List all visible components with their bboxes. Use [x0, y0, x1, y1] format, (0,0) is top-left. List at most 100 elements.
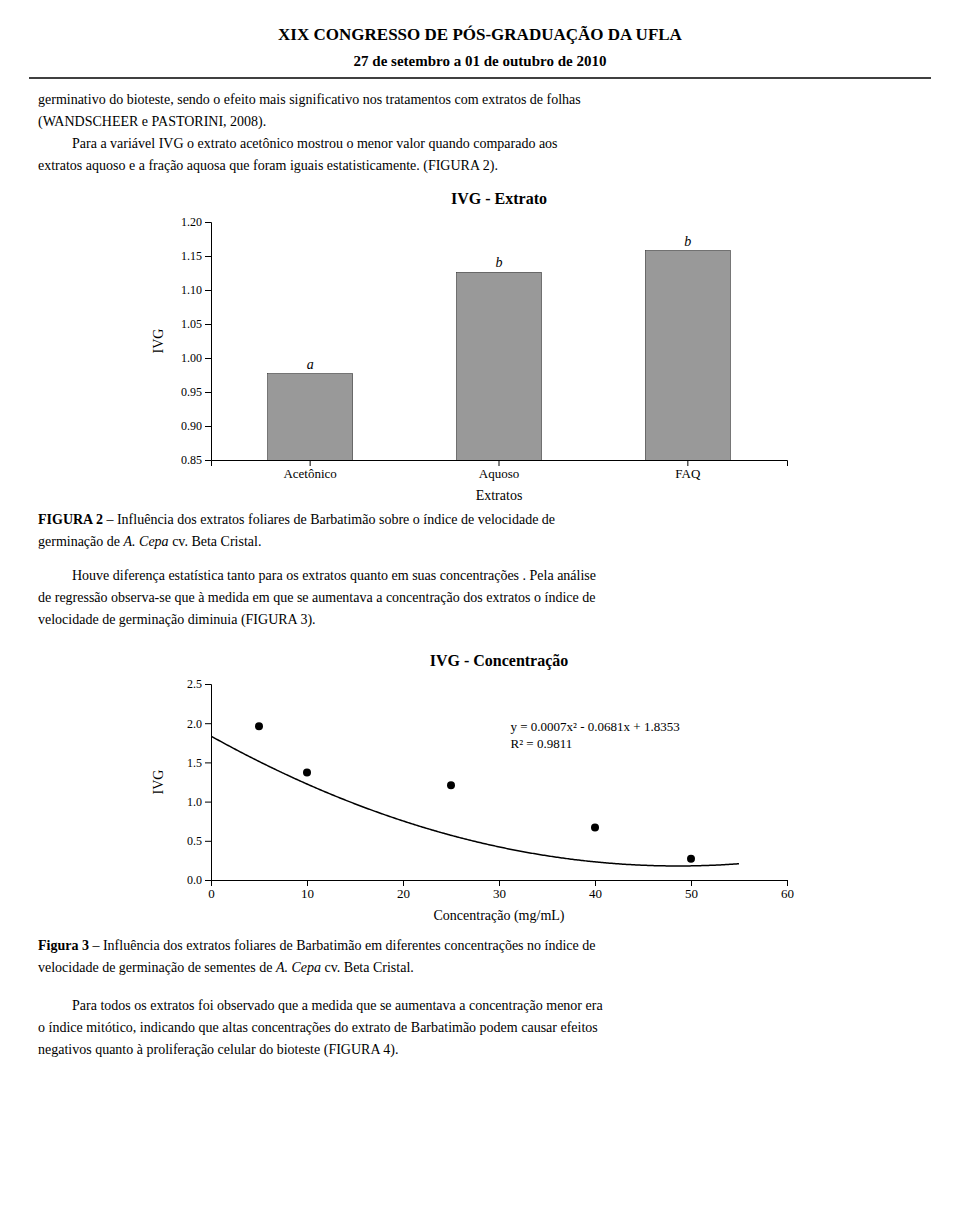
- tick-label: 0.95: [181, 385, 202, 399]
- bar: [457, 272, 542, 460]
- tick-mark: [205, 358, 211, 359]
- chart-title: IVG - Extrato: [451, 190, 547, 207]
- bar: [645, 251, 730, 460]
- tick-mark: [205, 880, 211, 881]
- paragraph-line: Houve diferença estatística tanto para o…: [72, 568, 596, 583]
- tick-label: 40: [589, 886, 602, 901]
- tick-mark: [205, 684, 211, 685]
- tick-mark: [205, 426, 211, 427]
- caption-run: – Influência dos extratos foliares de Ba…: [103, 512, 555, 527]
- tick: 30: [493, 880, 506, 901]
- tick-label: Acetônico: [283, 466, 336, 481]
- tick-label: 2.5: [187, 677, 202, 691]
- paragraph-line: Para todos os extratos foi observado que…: [72, 998, 603, 1013]
- tick-mark: [595, 880, 596, 886]
- caption-run: A. Cepa: [275, 960, 321, 975]
- caption-run: germinação de: [38, 534, 124, 549]
- tick: 60: [781, 880, 794, 901]
- tick-label: 0.5: [187, 834, 202, 848]
- caption-run: Figura 3: [38, 938, 89, 953]
- tick: 50: [685, 880, 698, 901]
- tick: 0.5: [187, 834, 211, 848]
- caption-run: A. Cepa: [123, 534, 169, 549]
- bar-annotation: b: [496, 255, 503, 270]
- page-title: XIX CONGRESSO DE PÓS-GRADUAÇÃO DA UFLA: [278, 25, 683, 44]
- bar-annotation: a: [307, 357, 314, 372]
- labels: y = 0.0007x² - 0.0681x + 1.8353 R² = 0.98…: [511, 719, 680, 751]
- tick-label: 50: [685, 886, 698, 901]
- axis-line: [212, 881, 788, 887]
- axis-line: [212, 461, 788, 467]
- tick-label: 0.85: [181, 453, 202, 467]
- tick: 0.0: [187, 873, 211, 887]
- tick-label: 20: [397, 886, 410, 901]
- tick-mark: [205, 723, 211, 724]
- paragraph-line: extratos aquoso e a fração aquosa que fo…: [38, 158, 498, 174]
- tick: 1.0: [187, 795, 211, 809]
- tick: 0.90: [181, 419, 211, 433]
- trendline: [211, 736, 739, 866]
- tick: 0.85: [181, 453, 211, 467]
- caption-line: Figura 3 – Influência dos extratos folia…: [38, 938, 595, 953]
- tick: 1.00: [181, 351, 211, 365]
- tick-label: 10: [301, 886, 314, 901]
- point: [303, 769, 311, 777]
- tick-mark: [205, 460, 211, 461]
- tick: Aquoso: [479, 460, 519, 481]
- tick: 2.0: [187, 717, 211, 731]
- page: XIX CONGRESSO DE PÓS-GRADUAÇÃO DA UFLA 27…: [0, 0, 960, 1222]
- caption-run: velocidade de germinação de sementes de: [38, 960, 276, 975]
- caption-run: cv. Beta Cristal.: [321, 960, 414, 975]
- x-axis: 0102030405060: [208, 880, 794, 901]
- x-axis-title: Extratos: [476, 488, 523, 503]
- tick: 1.20: [181, 215, 211, 229]
- tick-label: Aquoso: [479, 466, 519, 481]
- caption-line: FIGURA 2 – Influência dos extratos folia…: [38, 512, 555, 527]
- y-axis: 0.850.900.951.001.051.101.151.20: [181, 215, 212, 467]
- tick-mark: [787, 880, 788, 886]
- equation: y = 0.0007x² - 0.0681x + 1.8353: [511, 719, 680, 734]
- point: [447, 781, 455, 789]
- bar-annotation: b: [684, 234, 691, 249]
- bar: [268, 374, 353, 460]
- tick-label: FAQ: [675, 466, 701, 481]
- y-axis: 0.0 0.5 1.0 1.5 2.0 2.5: [187, 677, 212, 887]
- tick-mark: [499, 880, 500, 886]
- tick-mark: [691, 880, 692, 886]
- paragraph-line: negativos quanto à proliferação celular …: [38, 1042, 398, 1058]
- tick-label: 1.0: [187, 795, 202, 809]
- point: [591, 823, 599, 831]
- r-squared: R² = 0.9811: [511, 736, 573, 751]
- tick: FAQ: [675, 460, 701, 481]
- tick: 1.05: [181, 317, 211, 331]
- axis-line: [205, 223, 212, 461]
- paragraph-line: Para a variável IVG o extrato acetônico …: [72, 136, 558, 151]
- tick-label: 1.00: [181, 351, 202, 365]
- tick-mark: [307, 880, 308, 886]
- axis-line: [205, 685, 212, 881]
- tick-label: 1.5: [187, 756, 202, 770]
- tick-mark: [687, 460, 688, 466]
- tick-label: 1.05: [181, 317, 202, 331]
- tick: 1.15: [181, 249, 211, 263]
- tick-mark: [403, 880, 404, 886]
- tick-mark: [205, 802, 211, 803]
- chart: IVG - Concentraçãoy = 0.0007x² - 0.0681x…: [151, 652, 794, 924]
- caption-run: FIGURA 2: [38, 512, 103, 527]
- paragraph-line: o índice mitótico, indicando que altas c…: [38, 1020, 598, 1035]
- tick: 1.5: [187, 756, 211, 770]
- tick: 20: [397, 880, 410, 901]
- tick-label: 60: [781, 886, 794, 901]
- page-subtitle: 27 de setembro a 01 de outubro de 2010: [354, 53, 607, 69]
- tick-label: 0.0: [187, 873, 202, 887]
- paragraph-line: velocidade de germinação diminuia (FIGUR…: [38, 612, 316, 628]
- tick-label: 1.15: [181, 249, 202, 263]
- caption-line: velocidade de germinação de sementes de …: [38, 960, 414, 975]
- tick-mark: [205, 762, 211, 763]
- tick-label: 0.90: [181, 419, 202, 433]
- tick: 2.5: [187, 677, 211, 691]
- caption-run: cv. Beta Cristal.: [169, 534, 262, 549]
- tick-mark: [205, 222, 211, 223]
- tick-mark: [499, 460, 500, 466]
- tick-mark: [205, 841, 211, 842]
